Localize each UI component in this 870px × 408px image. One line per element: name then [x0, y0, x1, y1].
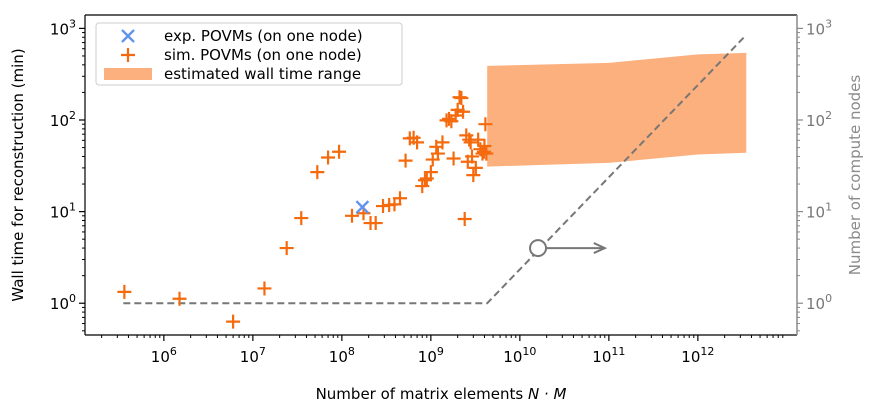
sim-povm-point	[398, 153, 413, 168]
sim-povm-point	[457, 212, 472, 227]
x-tick-label: 109	[418, 345, 444, 366]
sim-povm-point	[368, 216, 383, 231]
sim-povm-point	[466, 168, 481, 183]
sim-povm-point	[332, 144, 347, 159]
sim-povm-point	[345, 208, 359, 223]
annotation-circle	[529, 239, 548, 258]
sim-povm-point	[257, 281, 272, 296]
sim-povm-point	[446, 151, 461, 166]
y-tick-label: 100	[50, 292, 76, 313]
y2-tick-label: 100	[806, 292, 832, 313]
sim-povm-point	[310, 165, 325, 180]
sim-povm-point	[321, 150, 336, 165]
y-tick-label: 102	[50, 109, 76, 130]
sim-povm-point	[435, 135, 450, 150]
legend-band-swatch	[104, 68, 152, 80]
sim-povm-point	[117, 284, 132, 299]
sim-povm-point	[465, 149, 480, 164]
band-layer	[487, 52, 747, 167]
sim-povm-point	[442, 111, 457, 126]
y-tick-label: 101	[50, 201, 76, 222]
compute-nodes-line	[123, 34, 748, 305]
annotation-layer	[529, 239, 608, 258]
sim-povm-point	[418, 173, 433, 188]
y-axis-title: Wall time for reconstruction (min)	[9, 48, 27, 301]
sim-povm-point	[172, 291, 187, 306]
x-tick-label: 108	[329, 345, 355, 366]
x-axis-title: Number of matrix elements N · M	[316, 385, 567, 403]
x-tick-label: 1010	[503, 345, 536, 366]
sim-povm-point	[294, 211, 309, 226]
sim-povm-point	[471, 132, 486, 147]
sim-povm-point	[430, 146, 445, 161]
line-layer	[123, 34, 748, 305]
sim-povm-point	[468, 160, 483, 175]
sim-povm-point	[423, 165, 438, 180]
axes-layer: 106 107 108 109 1010 1011 1012 100 101 102 103 100 1…	[50, 14, 832, 366]
y2-tick-label: 102	[806, 109, 832, 130]
legend: exp. POVMs (on one node)sim. POVMs (on o…	[95, 22, 403, 86]
legend-sim-marker	[121, 48, 135, 62]
legend-label: exp. POVMs (on one node)	[164, 27, 363, 45]
sim-povm-point	[410, 135, 425, 150]
x-tick-label: 1012	[681, 345, 714, 366]
legend-label: sim. POVMs (on one node)	[164, 46, 362, 64]
wall-time-range-band	[487, 52, 747, 167]
sim-povm-point	[226, 314, 241, 329]
exp-povm-point	[355, 200, 370, 214]
points-layer	[117, 90, 494, 329]
y2-axis-title: Number of compute nodes	[846, 75, 864, 276]
y2-tick-label: 101	[806, 201, 832, 222]
sim-povm-point	[478, 117, 493, 132]
sim-povm-point	[476, 144, 491, 159]
sim-povm-point	[415, 179, 430, 194]
legend-exp-marker	[121, 29, 135, 43]
sim-povm-point	[479, 146, 494, 161]
x-tick-label: 106	[151, 345, 177, 366]
legend-box	[95, 22, 403, 86]
sim-povm-point	[279, 241, 294, 256]
x-tick-label: 1011	[592, 345, 625, 366]
y-tick-label: 103	[50, 17, 76, 38]
y2-tick-label: 103	[806, 17, 832, 38]
sim-povm-point	[463, 135, 478, 150]
sim-povm-point	[392, 191, 407, 206]
sim-povm-point	[454, 90, 469, 105]
sim-povm-point	[456, 104, 471, 119]
annotation-arrow-head	[593, 242, 608, 254]
legend-label: estimated wall time range	[164, 65, 361, 83]
x-tick-label: 107	[240, 345, 266, 366]
